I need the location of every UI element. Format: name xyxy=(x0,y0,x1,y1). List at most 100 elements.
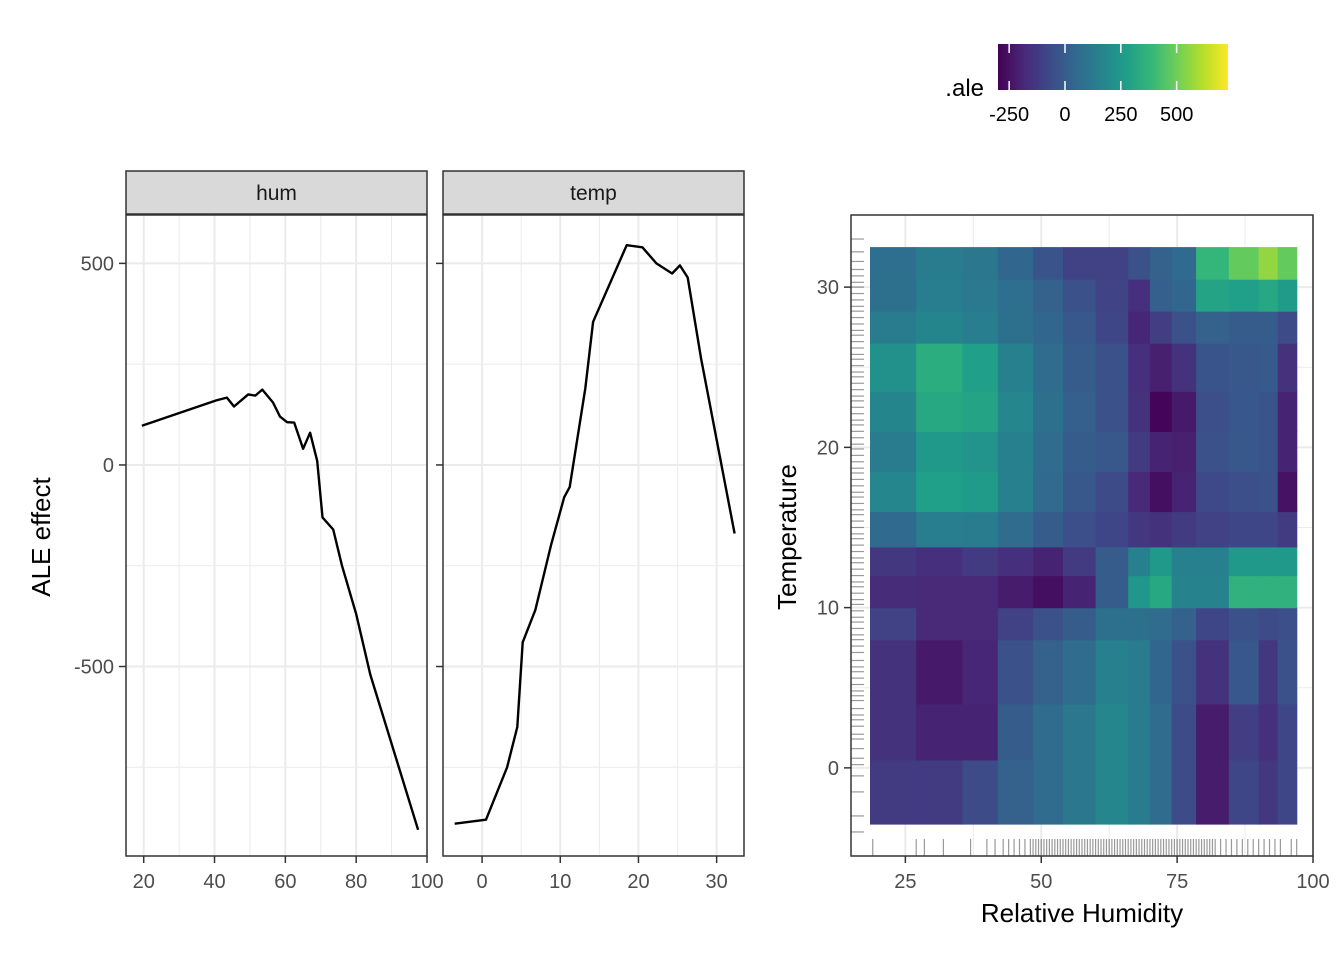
heatmap-y-tick-label: 30 xyxy=(817,277,839,299)
heatmap-cell xyxy=(916,546,963,577)
heatmap-cell xyxy=(1228,471,1260,513)
heatmap-cell xyxy=(1128,575,1151,609)
heatmap-cell xyxy=(962,279,999,312)
heatmap-cell xyxy=(1128,279,1151,312)
heatmap-cell xyxy=(962,511,999,548)
heatmap-cell xyxy=(1196,391,1230,432)
heatmap-cell xyxy=(1149,431,1173,472)
heatmap-cell xyxy=(1063,511,1097,548)
heatmap-cell xyxy=(1149,247,1173,280)
heatmap-cell xyxy=(870,471,917,513)
heatmap-cell xyxy=(1258,431,1279,472)
heatmap-cell xyxy=(1196,311,1230,344)
heatmap-cell xyxy=(1258,639,1279,705)
heatmap-cell xyxy=(1228,607,1260,641)
heatmap-cell xyxy=(997,639,1034,705)
heatmap-cell xyxy=(916,247,963,280)
heatmap-cell xyxy=(1277,311,1298,344)
heatmap-cell xyxy=(997,511,1034,548)
heatmap-cell xyxy=(1095,343,1129,392)
heatmap-cell xyxy=(870,279,917,312)
heatmap-cell xyxy=(962,639,999,705)
heatmap-cell xyxy=(1149,607,1173,641)
hum-panel-border xyxy=(125,214,428,857)
heatmap-cell xyxy=(1258,607,1279,641)
heatmap-cell xyxy=(870,607,917,641)
heatmap-cell xyxy=(1228,279,1260,312)
heatmap-cell xyxy=(1258,471,1279,513)
heatmap-cell xyxy=(1196,247,1230,280)
heatmap-cell xyxy=(916,703,963,761)
heatmap-cell xyxy=(1149,391,1173,432)
heatmap-cell xyxy=(1063,607,1097,641)
heatmap-y-tick-label: 0 xyxy=(828,758,839,780)
heatmap-cell xyxy=(1063,247,1097,280)
heatmap-cell xyxy=(870,247,917,280)
legend-colorbar xyxy=(998,44,1228,90)
heatmap-cell xyxy=(1196,511,1230,548)
hum-strip xyxy=(125,170,428,215)
heatmap-cell xyxy=(1063,575,1097,609)
heatmap-x-tick-label: 25 xyxy=(894,871,916,893)
heatmap-cell xyxy=(916,639,963,705)
heatmap-cell xyxy=(1258,391,1279,432)
heatmap-cell xyxy=(1228,511,1260,548)
heatmap-cell xyxy=(1128,703,1151,761)
heatmap-cell xyxy=(1277,511,1298,548)
heatmap-cell xyxy=(1095,511,1129,548)
heatmap-cell xyxy=(1033,759,1064,825)
heatmap-cell xyxy=(1149,575,1173,609)
heatmap-cell xyxy=(1258,247,1279,280)
heatmap-cell xyxy=(1128,247,1151,280)
hum-y-tick-label: 0 xyxy=(103,455,114,477)
heatmap-cell xyxy=(916,391,963,432)
heatmap-cell xyxy=(1128,311,1151,344)
heatmap-cell xyxy=(870,311,917,344)
heatmap-cell xyxy=(1228,343,1260,392)
heatmap-cell xyxy=(1095,471,1129,513)
heatmap-cell xyxy=(870,703,917,761)
heatmap-cell xyxy=(1033,575,1064,609)
heatmap-cell xyxy=(1033,546,1064,577)
heatmap-cell xyxy=(962,575,999,609)
heatmap-cell xyxy=(962,703,999,761)
heatmap-cell xyxy=(870,546,917,577)
heatmap-panel: 25 50 75 100 0 10 20 30 Relative Humidity Tempe… xyxy=(772,214,1330,928)
heatmap-cell xyxy=(916,759,963,825)
heatmap-cell xyxy=(1277,471,1298,513)
heatmap-cell xyxy=(1095,759,1129,825)
temp-x-tick-label: 0 xyxy=(477,871,488,893)
heatmap-cell xyxy=(1095,703,1129,761)
heatmap-cell xyxy=(997,471,1034,513)
heatmap-cell xyxy=(1196,471,1230,513)
heatmap-cell xyxy=(1063,471,1097,513)
heatmap-cell xyxy=(1128,607,1151,641)
heatmap-cell xyxy=(1033,343,1064,392)
heatmap-cell xyxy=(1228,431,1260,472)
heatmap-cell xyxy=(1196,546,1230,577)
heatmap-cell xyxy=(916,311,963,344)
heatmap-cell xyxy=(1095,575,1129,609)
heatmap-cell xyxy=(1228,639,1260,705)
heatmap-cell xyxy=(916,279,963,312)
heatmap-cell xyxy=(916,343,963,392)
heatmap-cell xyxy=(997,607,1034,641)
heatmap-cell xyxy=(1196,431,1230,472)
legend-tick-label: 0 xyxy=(1059,104,1070,126)
heatmap-cell xyxy=(1063,703,1097,761)
heatmap-cell xyxy=(1258,343,1279,392)
heatmap-cell xyxy=(1171,431,1197,472)
temp-panel: temp 0 10 20 30 xyxy=(436,170,745,893)
heatmap-cell xyxy=(997,431,1034,472)
heatmap-cell xyxy=(1149,759,1173,825)
heatmap-cell xyxy=(962,311,999,344)
temp-x-tick-label: 10 xyxy=(549,871,571,893)
heatmap-x-tick-label: 100 xyxy=(1296,871,1329,893)
heatmap-cell xyxy=(1277,431,1298,472)
heatmap-cell xyxy=(997,759,1034,825)
heatmap-cell xyxy=(1258,511,1279,548)
heatmap-cell xyxy=(1171,546,1197,577)
heatmap-cell xyxy=(962,247,999,280)
heatmap-cell xyxy=(1277,607,1298,641)
